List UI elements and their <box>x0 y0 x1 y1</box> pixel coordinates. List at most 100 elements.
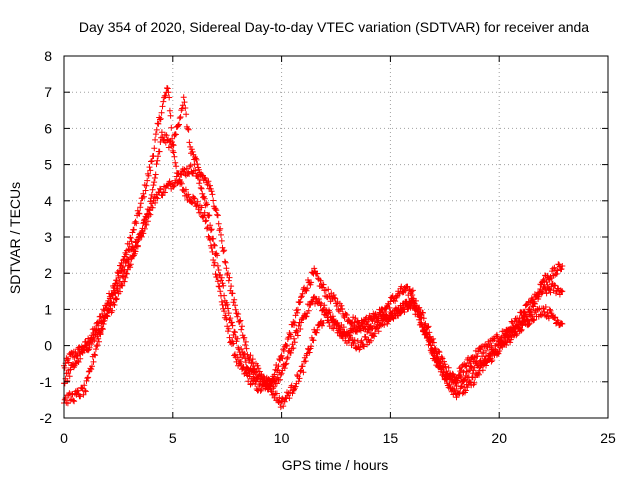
data-point <box>287 333 294 340</box>
data-point <box>143 182 150 189</box>
x-tick-label: 20 <box>491 430 507 446</box>
data-point <box>75 359 82 365</box>
data-point <box>257 387 264 394</box>
y-axis-label: SDTVAR / TECUs <box>7 182 23 294</box>
data-point <box>194 161 201 168</box>
data-point <box>77 393 84 400</box>
data-point <box>341 329 348 336</box>
data-point <box>204 225 210 232</box>
data-point <box>461 377 468 384</box>
data-point <box>152 171 159 178</box>
data-point <box>536 289 543 296</box>
data-point <box>88 366 95 373</box>
y-tick-label: 5 <box>44 157 52 173</box>
data-point <box>91 337 98 344</box>
data-point <box>133 220 140 227</box>
data-point <box>204 201 210 208</box>
data-point <box>296 375 303 382</box>
data-point <box>414 311 421 318</box>
data-point <box>468 363 475 370</box>
data-point <box>283 360 290 367</box>
data-point <box>96 338 102 345</box>
data-point <box>507 339 514 346</box>
data-point <box>488 358 495 365</box>
data-point <box>138 229 145 235</box>
data-point <box>221 292 228 299</box>
data-point <box>103 313 110 319</box>
data-point <box>350 340 357 347</box>
data-point <box>446 381 453 388</box>
data-point <box>225 310 232 317</box>
data-point <box>297 326 304 332</box>
data-point <box>431 350 438 357</box>
data-point <box>471 379 478 386</box>
data-point <box>158 129 165 136</box>
data-point <box>214 252 221 259</box>
data-point <box>332 319 339 325</box>
data-point <box>198 204 205 211</box>
data-point <box>61 364 68 371</box>
data-point <box>531 316 538 323</box>
data-point <box>424 324 431 331</box>
data-point <box>231 296 238 303</box>
data-point <box>290 345 297 352</box>
data-point <box>218 274 225 281</box>
data-point <box>111 302 118 308</box>
data-point <box>91 351 98 358</box>
data-point <box>495 350 502 357</box>
data-point <box>390 315 397 322</box>
data-point <box>451 386 458 393</box>
data-point <box>458 374 465 381</box>
data-point <box>437 360 444 367</box>
data-point <box>524 317 531 324</box>
data-point <box>151 145 158 152</box>
data-point <box>188 146 195 153</box>
data-point <box>425 323 432 330</box>
data-point <box>194 198 201 205</box>
data-point <box>160 98 167 105</box>
data-point <box>235 344 242 351</box>
data-point <box>547 273 554 280</box>
data-point <box>343 312 350 318</box>
data-point <box>427 338 433 345</box>
data-point <box>223 316 230 323</box>
data-point <box>182 105 189 111</box>
data-point <box>284 354 291 361</box>
data-point <box>496 348 503 354</box>
data-point <box>277 371 284 378</box>
data-point <box>110 284 117 291</box>
chart-title: Day 354 of 2020, Sidereal Day-to-day VTE… <box>79 19 589 35</box>
data-point <box>430 335 437 342</box>
data-point <box>409 287 416 294</box>
data-point <box>157 116 163 123</box>
data-point <box>154 157 161 164</box>
data-point <box>531 300 538 307</box>
data-point <box>280 403 287 410</box>
data-point <box>70 397 77 404</box>
data-point <box>297 298 304 305</box>
data-point <box>152 199 159 206</box>
data-point <box>511 332 517 339</box>
data-point <box>167 112 174 119</box>
data-point <box>218 298 225 305</box>
data-point <box>119 272 126 279</box>
data-point <box>196 180 203 187</box>
data-point <box>320 281 327 288</box>
data-point <box>258 386 265 393</box>
data-point <box>315 296 322 302</box>
data-point <box>83 377 90 384</box>
data-point <box>185 126 192 133</box>
x-tick-label: 25 <box>600 430 616 446</box>
data-point <box>247 352 254 359</box>
data-point <box>371 333 378 340</box>
data-point <box>214 212 221 219</box>
data-point <box>281 398 288 405</box>
data-point <box>430 347 437 354</box>
data-point <box>166 107 173 114</box>
data-point <box>82 387 88 394</box>
data-point <box>145 210 152 217</box>
data-point <box>340 324 347 331</box>
data-point <box>559 263 566 269</box>
data-point <box>220 282 227 289</box>
data-point <box>149 186 156 193</box>
